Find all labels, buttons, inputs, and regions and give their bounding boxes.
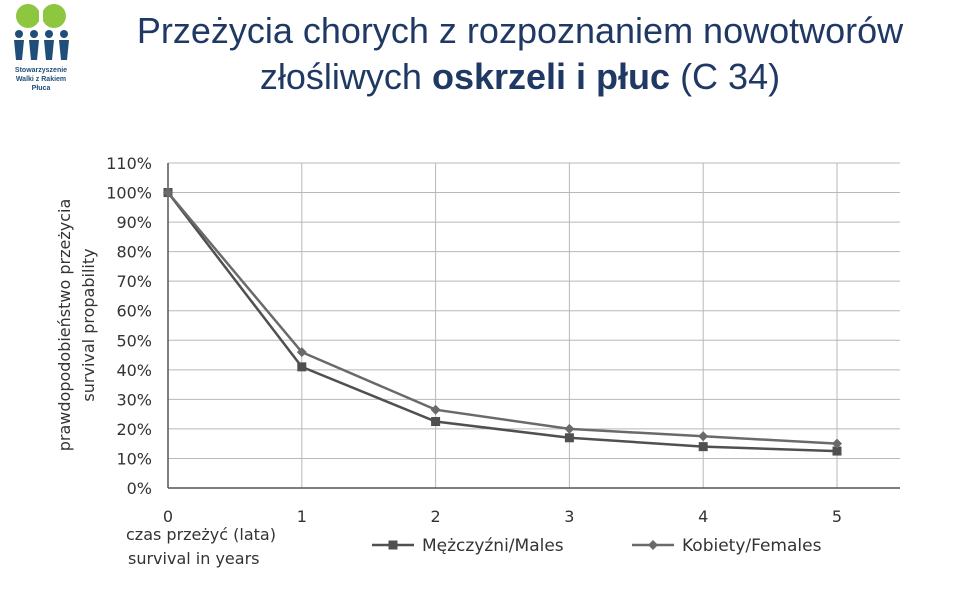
title-line1: Przeżycia chorych z rozpoznaniem nowotwo… bbox=[136, 10, 904, 51]
data-point-diamond bbox=[430, 404, 441, 415]
y-axis-label-line1: prawdopodobieństwo przeżycia bbox=[55, 199, 74, 452]
legend-item: Mężczyźni/Males bbox=[372, 536, 564, 556]
title-line2-end: (C 34) bbox=[680, 56, 781, 97]
y-tick-label: 0% bbox=[127, 479, 152, 498]
title-line2-bold: oskrzeli i płuc bbox=[431, 56, 671, 97]
data-point-diamond bbox=[648, 540, 658, 550]
data-point-diamond bbox=[296, 347, 307, 358]
legend-label: Kobiety/Females bbox=[682, 536, 822, 556]
series-diamond bbox=[163, 187, 842, 449]
data-point-square bbox=[832, 446, 842, 456]
logo-line1: Stowarzyszenie bbox=[14, 67, 68, 74]
x-tick-label: 5 bbox=[832, 507, 842, 526]
logo: Stowarzyszenie Walki z Rakiem Płuca bbox=[6, 2, 76, 92]
y-tick-label: 30% bbox=[116, 390, 152, 409]
y-tick-label: 10% bbox=[116, 449, 152, 468]
y-axis-label-line2: survival propability bbox=[79, 248, 98, 401]
data-point-diamond bbox=[163, 187, 173, 198]
series-line bbox=[167, 191, 838, 453]
y-tick-label: 90% bbox=[116, 213, 152, 232]
data-point-diamond bbox=[698, 431, 709, 442]
y-tick-label: 110% bbox=[106, 154, 152, 173]
data-point-square bbox=[431, 417, 441, 427]
title-line2-normal: złośliwych bbox=[259, 56, 422, 97]
data-point-diamond bbox=[564, 423, 575, 434]
logo-line2: Walki z Rakiem Płuca bbox=[15, 76, 67, 92]
legend-label: Mężczyźni/Males bbox=[422, 536, 564, 556]
logo-figures-icon bbox=[14, 4, 69, 60]
x-tick-label: 2 bbox=[431, 507, 441, 526]
y-tick-label: 60% bbox=[116, 302, 152, 321]
data-point-square bbox=[564, 433, 574, 443]
x-tick-label: 3 bbox=[564, 507, 574, 526]
y-tick-label: 100% bbox=[106, 184, 152, 203]
x-axis-label-line2: survival in years bbox=[128, 549, 259, 568]
page-title: Przeżycia chorych z rozpoznaniem nowotwo… bbox=[80, 8, 960, 100]
data-point-square bbox=[388, 540, 398, 550]
y-tick-label: 20% bbox=[116, 420, 152, 439]
y-tick-label: 50% bbox=[116, 331, 152, 350]
legend-item: Kobiety/Females bbox=[632, 536, 822, 556]
data-point-square bbox=[297, 362, 307, 372]
title-line2: złośliwych oskrzeli i płuc (C 34) bbox=[80, 54, 960, 100]
y-tick-label: 40% bbox=[116, 361, 152, 380]
data-point-diamond bbox=[832, 438, 842, 449]
data-point-square bbox=[698, 442, 708, 452]
x-tick-label: 0 bbox=[163, 507, 173, 526]
series-line bbox=[167, 191, 838, 445]
y-tick-label: 80% bbox=[116, 243, 152, 262]
x-tick-label: 1 bbox=[297, 507, 307, 526]
y-tick-label: 70% bbox=[116, 272, 152, 291]
x-tick-label: 4 bbox=[698, 507, 708, 526]
series-square bbox=[163, 188, 842, 456]
x-axis-label-line1: czas przeżyć (lata) bbox=[126, 525, 276, 544]
